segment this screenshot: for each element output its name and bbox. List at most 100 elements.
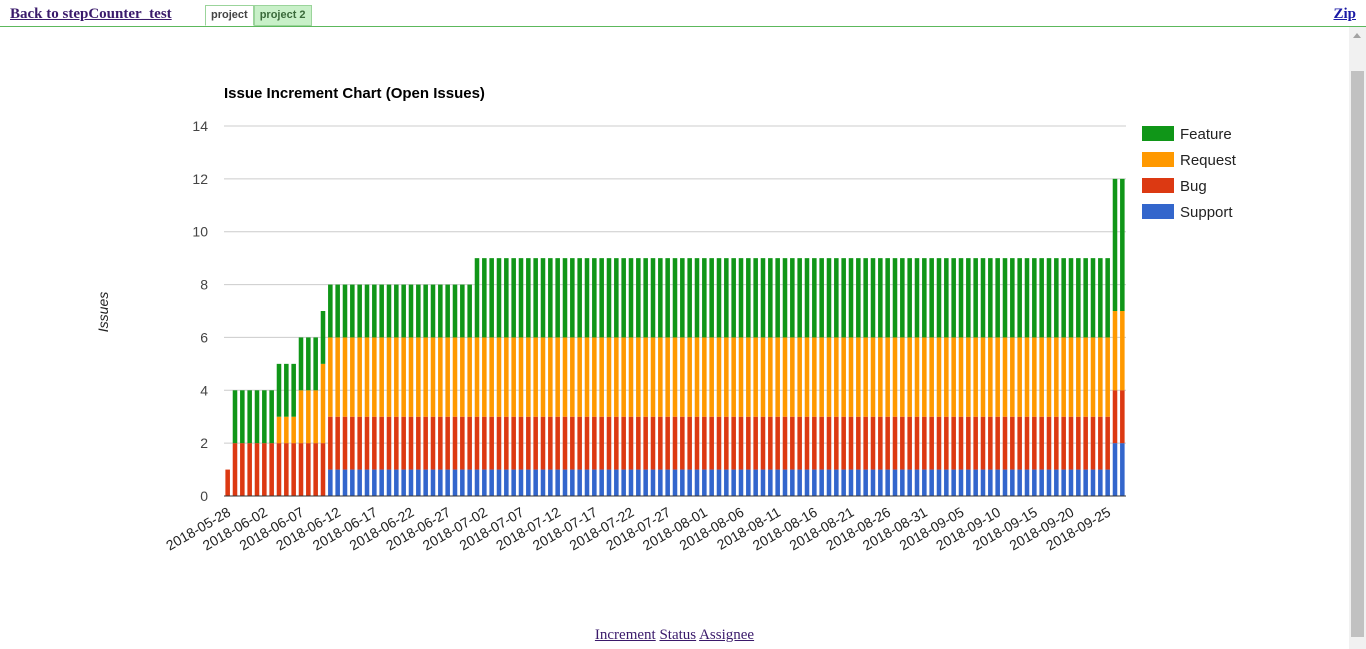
bar-request	[489, 337, 494, 417]
bar-bug	[533, 416, 538, 470]
bar-feature	[445, 284, 450, 338]
bar-bug	[680, 416, 685, 470]
bar-bug	[254, 443, 260, 496]
bar-request	[357, 337, 362, 417]
vertical-scrollbar[interactable]	[1349, 27, 1366, 649]
bar-request	[423, 337, 428, 417]
bar-request	[680, 337, 685, 417]
bar-feature	[870, 258, 876, 338]
bar-bug	[482, 416, 487, 470]
bar-feature	[826, 258, 832, 338]
x-axis-ticks: 2018-05-282018-06-022018-06-072018-06-12…	[163, 504, 1113, 554]
bar-bug	[357, 416, 362, 470]
bar-bug	[584, 416, 590, 470]
bar-request	[460, 337, 465, 417]
bar-feature	[386, 284, 392, 338]
bar-feature	[738, 258, 744, 338]
bar-support	[1010, 469, 1015, 496]
bar-bug	[225, 469, 230, 496]
bar-support	[782, 469, 788, 496]
bar-bug	[386, 416, 392, 470]
bar-support	[511, 469, 516, 496]
bar-feature	[936, 258, 942, 338]
bar-feature	[1024, 258, 1030, 338]
bar-feature	[533, 258, 538, 338]
bar-request	[452, 337, 458, 417]
bar-support	[716, 469, 722, 496]
bar-support	[1105, 469, 1110, 496]
bar-feature	[306, 337, 311, 391]
zip-link[interactable]: Zip	[1333, 6, 1356, 22]
bar-support	[643, 469, 648, 496]
bar-bug	[1054, 416, 1059, 470]
bar-request	[724, 337, 729, 417]
bar-support	[995, 469, 1000, 496]
bar-feature	[452, 284, 458, 338]
bar-request	[438, 337, 443, 417]
tab-project[interactable]: project	[205, 5, 254, 26]
status-link[interactable]: Status	[659, 627, 697, 643]
bar-request	[298, 390, 304, 444]
bar-bug	[643, 416, 648, 470]
bar-support	[709, 469, 714, 496]
bar-support	[342, 469, 348, 496]
y-axis-ticks: 0 2 4 6 8 10 12 14	[192, 118, 208, 504]
bar-feature	[430, 284, 436, 338]
bar-request	[936, 337, 942, 417]
bar-support	[1061, 469, 1066, 496]
bar-support	[870, 469, 876, 496]
bar-support	[504, 469, 509, 496]
y-tick-label: 12	[192, 171, 208, 187]
bar-request	[1024, 337, 1030, 417]
bar-bug	[650, 416, 656, 470]
bar-feature	[973, 258, 978, 338]
bar-bug	[658, 416, 663, 470]
bar-feature	[372, 284, 377, 338]
bar-feature	[672, 258, 678, 338]
bar-request	[878, 337, 883, 417]
increment-link[interactable]: Increment	[594, 627, 656, 643]
bar-request	[548, 337, 553, 417]
bar-bug	[408, 416, 414, 470]
bar-feature	[313, 337, 318, 391]
bar-bug	[768, 416, 773, 470]
bar-bug	[738, 416, 744, 470]
bar-bug	[342, 416, 348, 470]
bar-feature	[335, 284, 340, 338]
bar-support	[797, 469, 802, 496]
bar-request	[562, 337, 568, 417]
bar-request	[408, 337, 414, 417]
back-link[interactable]: Back to stepCounter_test	[10, 6, 172, 22]
bar-feature	[885, 258, 890, 338]
bar-bug	[269, 443, 274, 496]
bar-bug	[284, 443, 289, 496]
bar-bug	[1024, 416, 1030, 470]
bar-feature	[702, 258, 707, 338]
bar-bug	[900, 416, 905, 470]
scroll-up-arrow-icon[interactable]	[1349, 27, 1366, 44]
bar-feature	[284, 363, 289, 417]
bar-feature	[247, 390, 252, 444]
bar-support	[731, 469, 736, 496]
bar-request	[1039, 337, 1044, 417]
bar-bug	[1068, 416, 1074, 470]
bars	[225, 178, 1125, 496]
bar-support	[812, 469, 817, 496]
tab-project-2[interactable]: project 2	[253, 5, 312, 26]
legend-swatch-request	[1142, 152, 1174, 167]
bar-support	[614, 469, 619, 496]
bar-bug	[262, 443, 267, 496]
bar-bug	[922, 416, 927, 470]
assignee-link[interactable]: Assignee	[699, 627, 755, 643]
scrollbar-thumb[interactable]	[1351, 71, 1364, 637]
bar-support	[936, 469, 942, 496]
bar-request	[812, 337, 817, 417]
bar-feature	[1054, 258, 1059, 338]
bar-request	[1054, 337, 1059, 417]
bar-feature	[1002, 258, 1008, 338]
bar-support	[665, 469, 670, 496]
bar-request	[306, 390, 311, 444]
legend: Feature Request Bug Support	[1142, 126, 1237, 221]
bar-bug	[1010, 416, 1015, 470]
bar-feature	[1032, 258, 1037, 338]
